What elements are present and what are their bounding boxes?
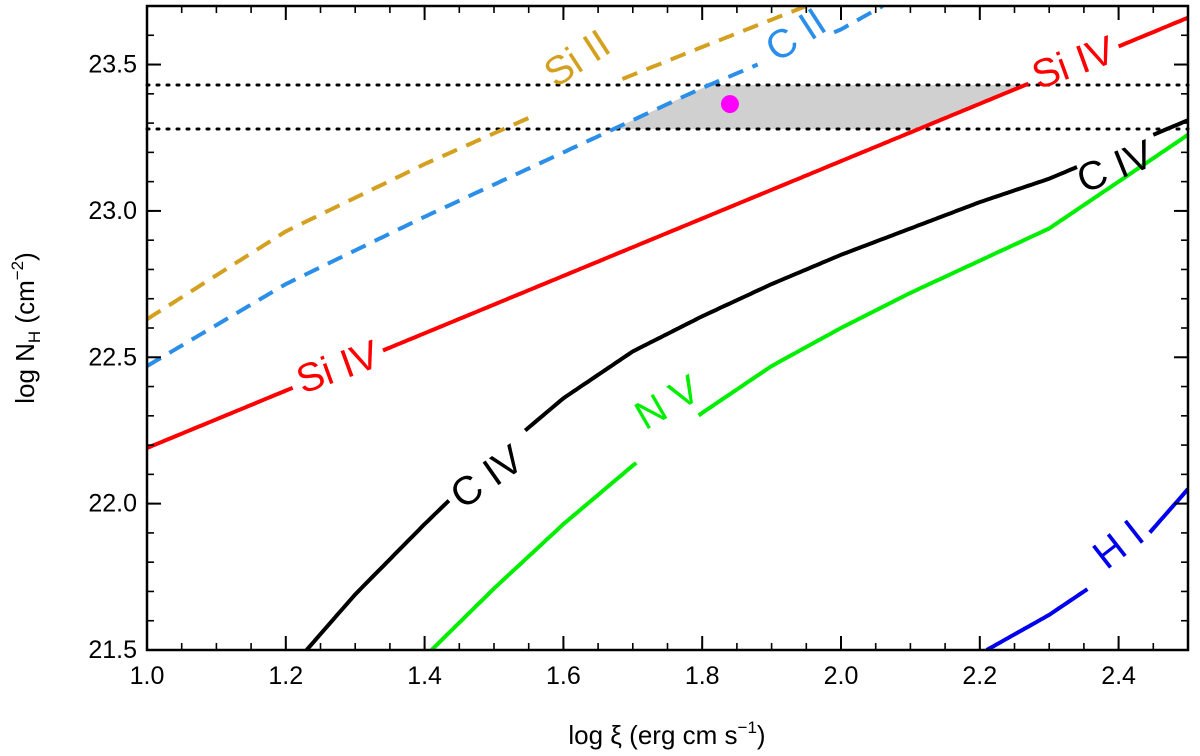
curve-label-si-iv-3: Si IV — [1026, 28, 1121, 98]
curve-label-c-iv-4: C IV — [443, 437, 532, 518]
series-c-iv-segment-0 — [305, 499, 451, 650]
plot-frame — [145, 4, 1190, 652]
curve-label-si-iv-2: Si IV — [291, 332, 386, 402]
ticks-layer: 1.0 1.2 1.4 1.6 1.8 2.0 2.2 2.4 21.5 22.0 22.5 23.0… — [88, 5, 1189, 690]
y-axis-title-sub: H — [25, 331, 44, 343]
shaded-region-layer — [613, 85, 1026, 129]
series-n-v-segment-0 — [430, 461, 638, 650]
y-tick-label: 22.0 — [88, 490, 137, 518]
shaded-band — [613, 85, 1026, 129]
x-axis-title-end: ) — [757, 720, 766, 750]
y-axis-title-main: log N — [10, 343, 40, 404]
x-axis-title: log ξ (erg cm s−1) — [568, 718, 765, 750]
point-layer — [720, 95, 739, 114]
y-axis-title-end: ) — [10, 252, 40, 261]
x-tick-label: 1.8 — [685, 662, 720, 690]
x-axis-title-sup: −1 — [738, 718, 757, 737]
series-si-ii-segment-1 — [621, 6, 808, 81]
series-si-ii-segment-0 — [147, 114, 534, 321]
y-axis-title-sup: −2 — [8, 261, 27, 280]
series-si-iv-segment-1 — [382, 81, 1030, 353]
x-tick-label: 1.6 — [546, 662, 581, 690]
x-tick-label: 1.2 — [268, 662, 303, 690]
data-point — [720, 95, 739, 114]
series-c-ii-segment-1 — [833, 6, 884, 35]
curve-label-c-ii-1: C II — [758, 0, 834, 71]
x-tick-label: 1.0 — [130, 662, 165, 690]
y-tick-label: 23.0 — [88, 197, 137, 225]
curve-label-n-v-6: N V — [628, 367, 708, 439]
series-c-iv-segment-1 — [523, 165, 1078, 433]
curve-label-h-i-7: H I — [1085, 512, 1152, 578]
y-axis-title: log NH (cm−2) — [8, 252, 44, 404]
series-si-iv-segment-2 — [1117, 15, 1188, 49]
y-tick-label: 23.5 — [88, 51, 137, 79]
series-layer — [147, 6, 1188, 650]
curve-label-c-iv-5: C IV — [1071, 132, 1160, 202]
x-tick-label: 2.0 — [824, 662, 859, 690]
y-tick-label: 22.5 — [88, 343, 137, 371]
x-tick-label: 2.4 — [1101, 662, 1136, 690]
series-c-ii-segment-0 — [147, 62, 759, 368]
x-tick-label: 1.4 — [407, 662, 442, 690]
x-axis-title-main: log ξ (erg cm s — [568, 720, 737, 750]
series-n-v-segment-1 — [697, 133, 1188, 418]
series-si-iv-segment-0 — [147, 385, 294, 450]
y-tick-label: 21.5 — [88, 636, 137, 664]
y-axis-title-mid: (cm — [10, 280, 40, 331]
series-h-i-segment-1 — [1148, 487, 1188, 534]
x-tick-label: 2.2 — [962, 662, 997, 690]
series-h-i-segment-0 — [985, 587, 1089, 650]
range-lines-layer — [145, 83, 1190, 131]
